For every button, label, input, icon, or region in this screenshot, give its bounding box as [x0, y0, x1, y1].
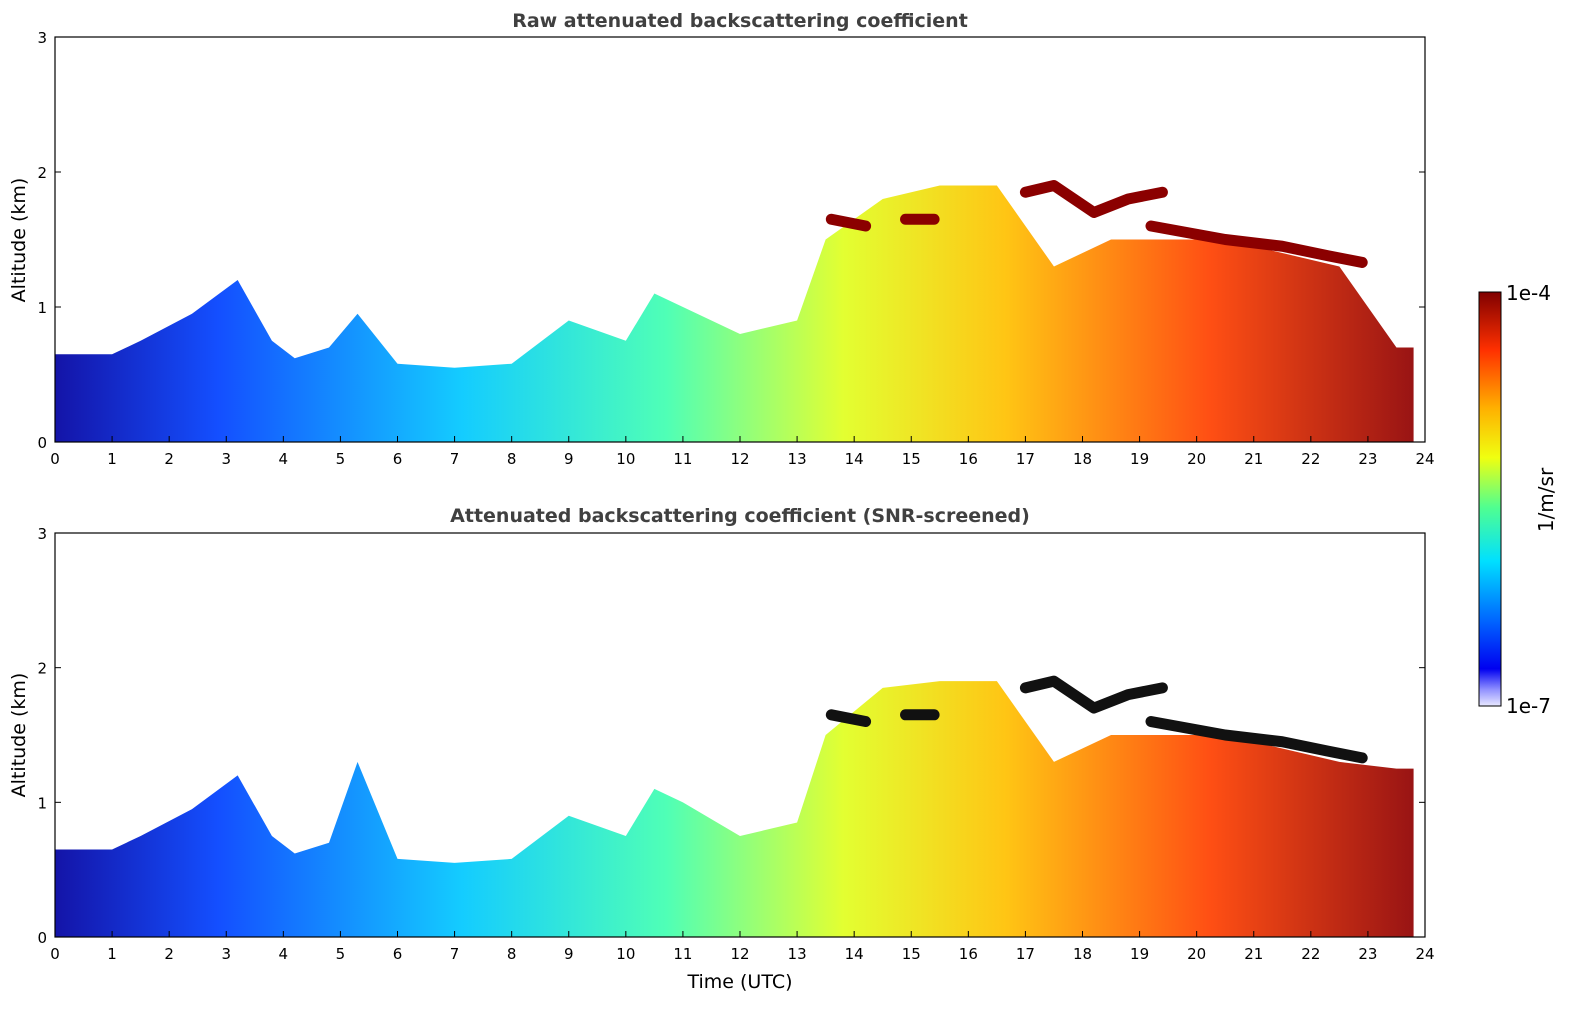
- cloud-layer: [825, 709, 872, 728]
- x-tick-label: 10: [616, 450, 635, 468]
- x-tick-label: 0: [50, 450, 60, 468]
- x-tick-label: 22: [1301, 945, 1320, 963]
- x-tick-label: 10: [616, 945, 635, 963]
- x-tick-label: 3: [221, 450, 231, 468]
- x-axis-label: Time (UTC): [686, 971, 792, 993]
- panel-title: Attenuated backscattering coefficient (S…: [450, 505, 1030, 527]
- boundary-layer-area: [55, 185, 1414, 442]
- colorbar-gradient: [1478, 291, 1502, 707]
- x-tick-label: 12: [730, 945, 749, 963]
- cloud-layer: [1019, 180, 1168, 218]
- y-axis-ticks: 0 1 2 3: [37, 525, 1425, 947]
- y-axis-label: Altitude (km): [8, 178, 30, 303]
- x-tick-label: 20: [1187, 450, 1206, 468]
- x-tick-label: 21: [1244, 450, 1263, 468]
- x-tick-label: 6: [393, 450, 403, 468]
- x-tick-label: 17: [1016, 450, 1035, 468]
- y-tick-label: 1: [37, 794, 47, 812]
- x-tick-label: 12: [730, 450, 749, 468]
- x-tick-label: 8: [507, 945, 517, 963]
- y-tick-label: 2: [37, 660, 47, 678]
- colorbar-unit-label: 1/m/sr: [1534, 467, 1558, 532]
- y-axis-ticks: 0 1 2 3: [37, 29, 1425, 452]
- x-tick-label: 22: [1301, 450, 1320, 468]
- y-tick-label: 0: [37, 434, 47, 452]
- x-tick-label: 9: [564, 945, 574, 963]
- x-tick-label: 17: [1016, 945, 1035, 963]
- x-tick-label: 1: [107, 450, 117, 468]
- x-tick-label: 24: [1415, 450, 1434, 468]
- colorbar-max-label: 1e-4: [1506, 281, 1551, 305]
- y-tick-label: 3: [37, 29, 47, 47]
- x-tick-label: 13: [788, 450, 807, 468]
- x-tick-label: 8: [507, 450, 517, 468]
- x-tick-label: 5: [336, 450, 346, 468]
- heatmap-area: [55, 675, 1414, 937]
- x-tick-label: 23: [1358, 450, 1377, 468]
- x-tick-label: 1: [107, 945, 117, 963]
- x-tick-label: 6: [393, 945, 403, 963]
- x-tick-label: 24: [1415, 945, 1434, 963]
- x-tick-label: 14: [845, 945, 864, 963]
- y-axis-label: Altitude (km): [8, 673, 30, 798]
- x-tick-label: 18: [1073, 450, 1092, 468]
- x-tick-label: 16: [959, 945, 978, 963]
- cloud-layer: [825, 213, 872, 232]
- x-tick-label: 9: [564, 450, 574, 468]
- x-tick-label: 15: [902, 450, 921, 468]
- cloud-layer: [1019, 675, 1168, 714]
- x-tick-label: 4: [279, 450, 289, 468]
- x-tick-label: 23: [1358, 945, 1377, 963]
- x-tick-label: 21: [1244, 945, 1263, 963]
- x-tick-label: 16: [959, 450, 978, 468]
- x-tick-label: 18: [1073, 945, 1092, 963]
- x-tick-label: 0: [50, 945, 60, 963]
- x-tick-label: 11: [673, 945, 692, 963]
- y-tick-label: 3: [37, 525, 47, 543]
- x-tick-label: 19: [1130, 450, 1149, 468]
- x-tick-label: 3: [221, 945, 231, 963]
- x-tick-label: 2: [164, 945, 174, 963]
- colorbar: 1e-4 1e-7 1/m/sr: [1478, 281, 1558, 718]
- x-tick-label: 4: [279, 945, 289, 963]
- x-tick-label: 19: [1130, 945, 1149, 963]
- heatmap-area: [55, 180, 1414, 442]
- panel-title: Raw attenuated backscattering coefficien…: [512, 10, 968, 32]
- x-tick-label: 14: [845, 450, 864, 468]
- x-axis-ticks: 0 1 2 3 4 5 6 7 8 9 10 11 12 13 14 15 16 17 18 19 20 21 22 23 24: [50, 931, 1435, 963]
- x-tick-label: 7: [450, 450, 460, 468]
- y-tick-label: 1: [37, 299, 47, 317]
- cloud-layer: [1145, 716, 1368, 764]
- x-tick-label: 20: [1187, 945, 1206, 963]
- y-tick-label: 2: [37, 164, 47, 182]
- x-axis-ticks: 0 1 2 3 4 5 6 7 8 9 10 11 12 13 14 15 16 17 18 19 20 21 22 23 24: [50, 436, 1435, 468]
- x-tick-label: 15: [902, 945, 921, 963]
- boundary-layer-area: [55, 681, 1414, 937]
- x-tick-label: 13: [788, 945, 807, 963]
- x-tick-label: 5: [336, 945, 346, 963]
- y-tick-label: 0: [37, 929, 47, 947]
- cloud-layer: [1145, 220, 1368, 268]
- panel-snr-screened: Attenuated backscattering coefficient (S…: [8, 505, 1435, 993]
- panel-raw: Raw attenuated backscattering coefficien…: [8, 10, 1435, 468]
- colorbar-min-label: 1e-7: [1506, 694, 1551, 718]
- x-tick-label: 2: [164, 450, 174, 468]
- x-tick-label: 7: [450, 945, 460, 963]
- x-tick-label: 11: [673, 450, 692, 468]
